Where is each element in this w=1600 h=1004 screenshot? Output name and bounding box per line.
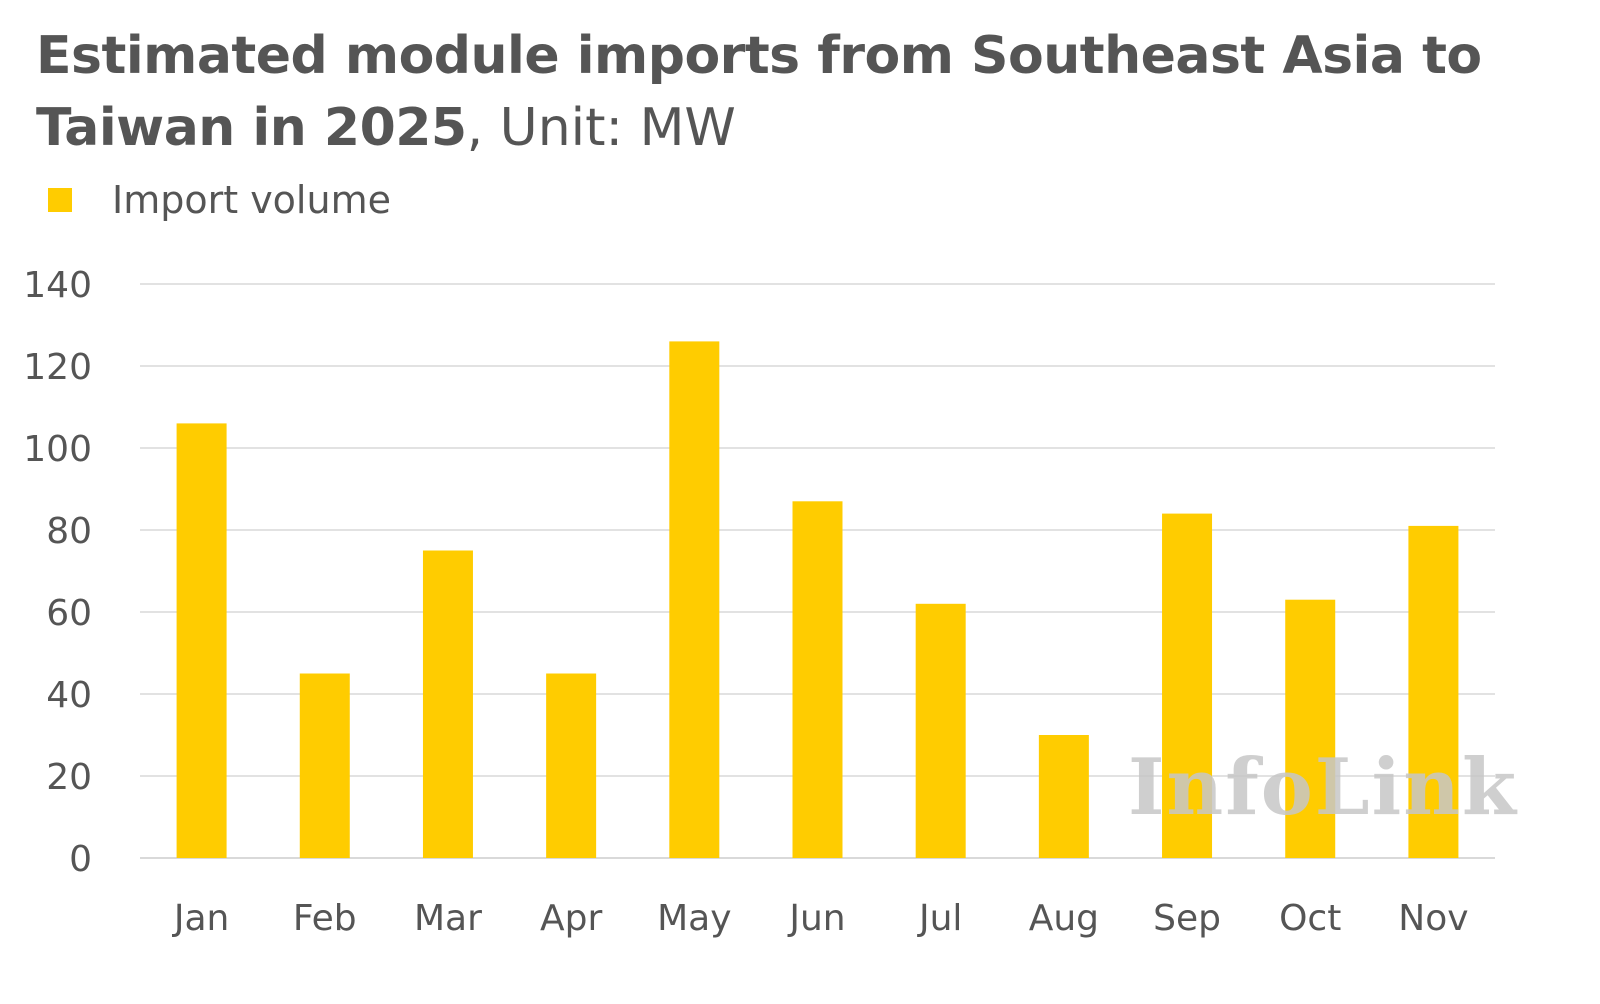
bar-nov: [1408, 525, 1459, 858]
bar-jun: [792, 501, 843, 858]
bar-may: [669, 341, 720, 858]
bar-oct: [1285, 599, 1336, 858]
y-tick-label: 60: [46, 593, 92, 634]
y-tick-label: 0: [69, 839, 92, 880]
x-tick-label-may: May: [657, 898, 731, 939]
x-tick-label-oct: Oct: [1279, 898, 1341, 939]
y-tick-label: 120: [23, 347, 92, 388]
y-tick-label: 80: [46, 511, 92, 552]
bar-feb: [299, 673, 350, 858]
y-tick-label: 100: [23, 429, 92, 470]
bar-aug: [1038, 735, 1089, 858]
x-tick-label-jul: Jul: [917, 898, 962, 939]
bar-mar: [422, 550, 473, 858]
x-tick-label-jun: Jun: [787, 898, 845, 939]
bar-apr: [546, 673, 597, 858]
bar-jul: [915, 603, 966, 858]
legend-label-import-volume: Import volume: [112, 178, 391, 222]
x-tick-label-jan: Jan: [172, 898, 230, 939]
legend-swatch-import-volume: [48, 188, 72, 212]
x-tick-label-nov: Nov: [1398, 898, 1468, 939]
chart-title-unit: , Unit: MW: [466, 98, 736, 158]
chart-title-main: Estimated module imports from Southeast …: [36, 26, 1482, 158]
x-tick-label-aug: Aug: [1029, 898, 1099, 939]
y-tick-label: 40: [46, 675, 92, 716]
bar-sep: [1162, 513, 1213, 858]
x-tick-label-apr: Apr: [540, 898, 602, 939]
infolink-watermark: InfoLink: [1128, 742, 1519, 833]
y-tick-label: 20: [46, 757, 92, 798]
chart-title: Estimated module imports from Southeast …: [36, 20, 1576, 164]
x-tick-label-sep: Sep: [1153, 898, 1221, 939]
bar-jan: [176, 423, 227, 858]
x-tick-label-feb: Feb: [293, 898, 357, 939]
x-tick-label-mar: Mar: [414, 898, 482, 939]
y-tick-label: 140: [23, 265, 92, 306]
chart-legend: Import volume: [48, 178, 391, 222]
